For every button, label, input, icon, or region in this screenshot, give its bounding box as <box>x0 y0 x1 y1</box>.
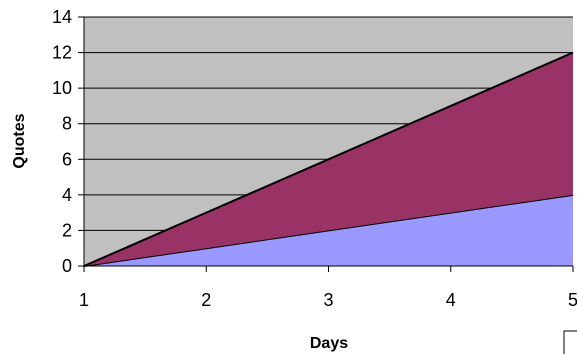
legend-box-corner <box>563 330 577 354</box>
y-axis-title: Quotes <box>11 113 28 168</box>
x-tick-label: 1 <box>79 290 89 310</box>
x-tick-label: 2 <box>201 290 211 310</box>
x-tick-label: 5 <box>568 290 577 310</box>
y-tick-label: 2 <box>62 220 72 240</box>
series-areas <box>83 51 574 267</box>
x-tick-label: 3 <box>323 290 333 310</box>
x-axis-ticks: 1 2 3 4 5 <box>79 266 577 310</box>
y-tick-label: 8 <box>62 114 72 134</box>
y-tick-label: 0 <box>62 256 72 276</box>
x-axis-title: Days <box>310 335 348 352</box>
series-line-2 <box>83 51 574 267</box>
y-tick-label: 10 <box>52 78 72 98</box>
y-axis-ticks: 0 2 4 6 8 10 12 14 <box>52 7 84 276</box>
x-tick-label: 4 <box>446 290 456 310</box>
y-tick-label: 4 <box>62 185 72 205</box>
y-tick-label: 12 <box>52 43 72 63</box>
y-tick-label: 14 <box>52 7 72 27</box>
y-tick-label: 6 <box>62 149 72 169</box>
